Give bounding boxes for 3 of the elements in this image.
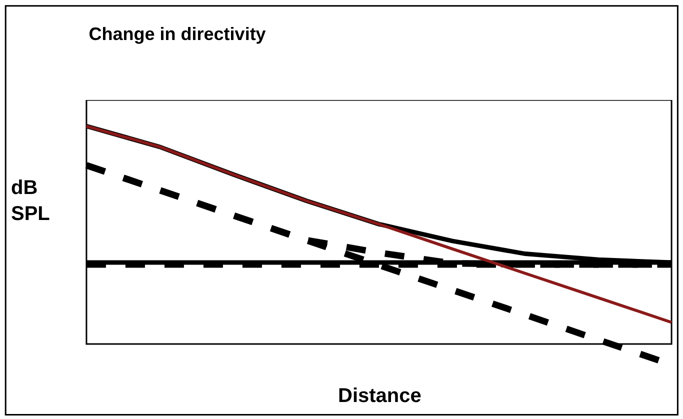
chart-title: Change in directivity [88, 24, 266, 44]
y-axis-title: dB SPL [11, 177, 50, 225]
x-axis-title: Distance [338, 385, 422, 407]
